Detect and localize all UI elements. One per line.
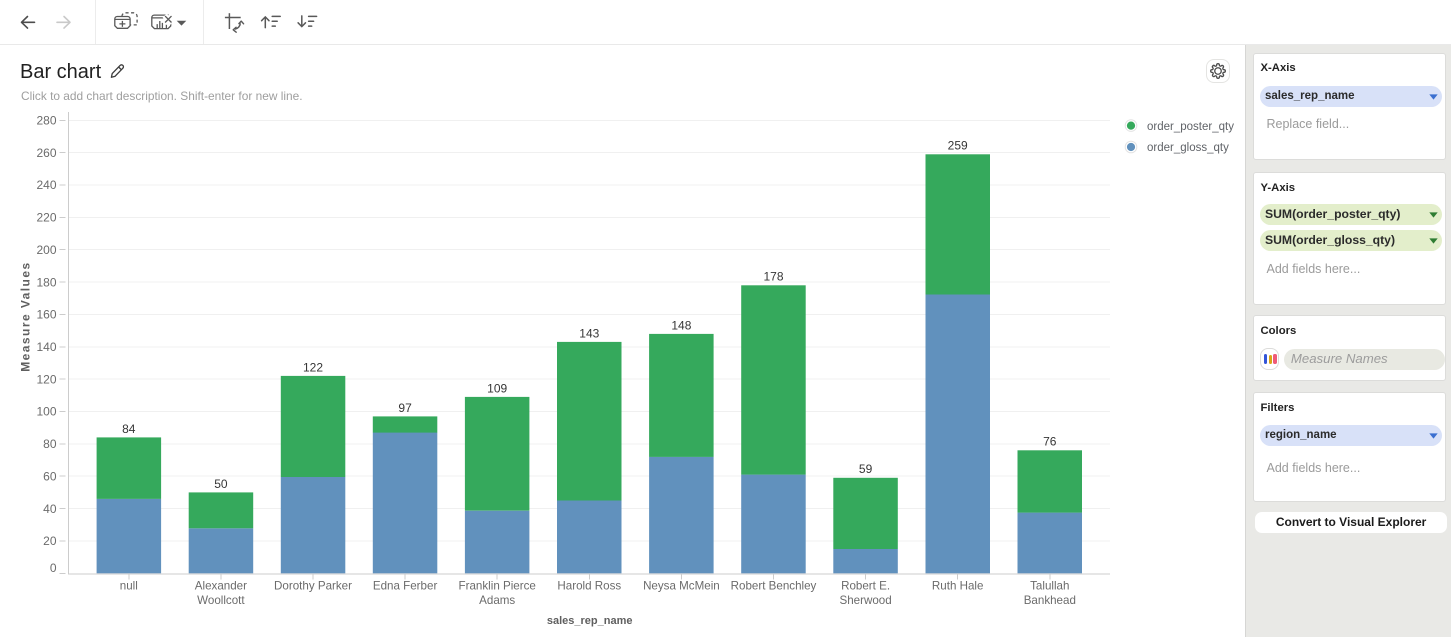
svg-text:260: 260	[36, 146, 56, 160]
svg-text:Talullah: Talullah	[1030, 580, 1069, 593]
svg-text:59: 59	[859, 462, 873, 476]
svg-text:259: 259	[948, 139, 968, 153]
svg-text:122: 122	[303, 360, 323, 374]
svg-text:Robert Benchley: Robert Benchley	[731, 580, 817, 593]
svg-text:Woollcott: Woollcott	[197, 594, 245, 607]
svg-text:Bankhead: Bankhead	[1024, 594, 1076, 607]
svg-text:160: 160	[36, 308, 56, 322]
svg-text:148: 148	[671, 318, 691, 332]
svg-text:order_poster_qty: order_poster_qty	[1147, 121, 1234, 133]
svg-text:220: 220	[36, 211, 56, 225]
svg-text:109: 109	[487, 381, 507, 395]
svg-text:Edna Ferber: Edna Ferber	[373, 580, 438, 593]
svg-text:120: 120	[36, 372, 56, 386]
svg-text:143: 143	[579, 326, 599, 340]
svg-text:Franklin Pierce: Franklin Pierce	[459, 580, 536, 593]
svg-text:null: null	[120, 580, 138, 593]
svg-text:76: 76	[1043, 435, 1057, 449]
svg-text:60: 60	[43, 469, 57, 483]
svg-text:0: 0	[50, 561, 57, 575]
svg-text:Robert E.: Robert E.	[841, 580, 890, 593]
svg-text:80: 80	[43, 437, 57, 451]
svg-text:280: 280	[36, 114, 56, 128]
svg-text:Adams: Adams	[479, 594, 515, 607]
svg-text:Ruth Hale: Ruth Hale	[932, 580, 984, 593]
svg-text:20: 20	[43, 534, 57, 548]
svg-text:240: 240	[36, 178, 56, 192]
svg-text:50: 50	[214, 477, 228, 491]
svg-text:Alexander: Alexander	[195, 580, 247, 593]
svg-text:Harold Ross: Harold Ross	[557, 580, 621, 593]
svg-text:178: 178	[763, 270, 783, 284]
svg-text:Dorothy Parker: Dorothy Parker	[274, 580, 352, 593]
svg-text:40: 40	[43, 502, 57, 516]
svg-text:180: 180	[36, 275, 56, 289]
svg-text:84: 84	[122, 422, 136, 436]
svg-text:200: 200	[36, 243, 56, 257]
svg-text:100: 100	[36, 405, 56, 419]
svg-text:sales_rep_name: sales_rep_name	[547, 615, 633, 627]
svg-text:140: 140	[36, 340, 56, 354]
svg-text:Measure Values: Measure Values	[19, 261, 33, 371]
svg-text:97: 97	[398, 401, 412, 415]
svg-text:Sherwood: Sherwood	[839, 594, 891, 607]
svg-text:Neysa McMein: Neysa McMein	[643, 580, 720, 593]
svg-text:order_gloss_qty: order_gloss_qty	[1147, 142, 1229, 154]
